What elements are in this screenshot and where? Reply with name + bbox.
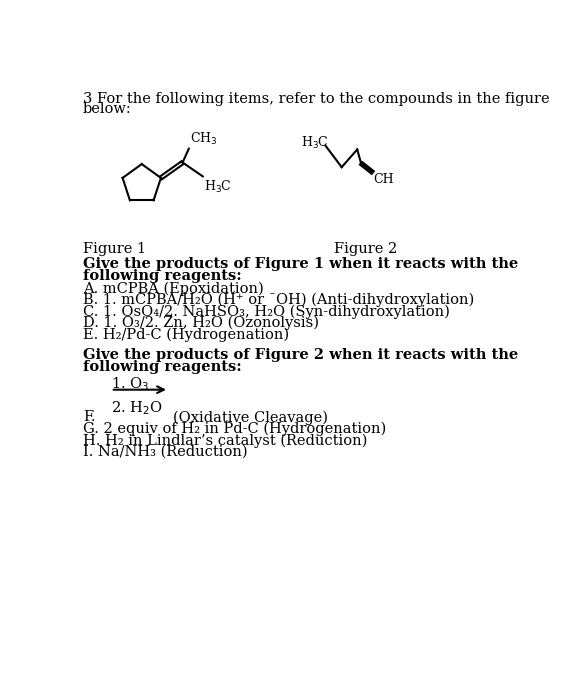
Text: E. H₂/Pd-C (Hydrogenation): E. H₂/Pd-C (Hydrogenation) — [83, 328, 289, 342]
Text: CH$_3$: CH$_3$ — [190, 131, 217, 147]
Text: Give the products of Figure 1 when it reacts with the: Give the products of Figure 1 when it re… — [83, 258, 518, 271]
Text: 3 For the following items, refer to the compounds in the figure: 3 For the following items, refer to the … — [83, 92, 550, 106]
Text: H. H₂ in Lindlar’s catalyst (Reduction): H. H₂ in Lindlar’s catalyst (Reduction) — [83, 433, 367, 448]
Text: A. mCPBA (Epoxidation): A. mCPBA (Epoxidation) — [83, 281, 264, 295]
Text: Figure 1: Figure 1 — [83, 241, 146, 255]
Text: I. Na/NH₃ (Reduction): I. Na/NH₃ (Reduction) — [83, 445, 248, 459]
Text: 1. O$_3$: 1. O$_3$ — [111, 375, 149, 393]
Text: Give the products of Figure 2 when it reacts with the: Give the products of Figure 2 when it re… — [83, 348, 518, 362]
Text: following reagents:: following reagents: — [83, 360, 241, 374]
Text: D. 1. O₃/2. Zn, H₂O (Ozonolysis): D. 1. O₃/2. Zn, H₂O (Ozonolysis) — [83, 316, 319, 330]
Text: CH: CH — [373, 174, 394, 186]
Text: C. 1. OsO₄/2. NaHSO₃, H₂O (Syn-dihydroxylation): C. 1. OsO₄/2. NaHSO₃, H₂O (Syn-dihydroxy… — [83, 304, 450, 318]
Text: 2. H$_2$O: 2. H$_2$O — [111, 399, 162, 416]
Text: below:: below: — [83, 102, 131, 116]
Text: Figure 2: Figure 2 — [334, 241, 397, 255]
Text: following reagents:: following reagents: — [83, 269, 241, 283]
Text: G. 2 equiv of H₂ in Pd-C (Hydrogenation): G. 2 equiv of H₂ in Pd-C (Hydrogenation) — [83, 422, 386, 436]
Text: H$_3$C: H$_3$C — [301, 135, 328, 151]
Text: B. 1. mCPBA/H₂O (H⁺ or ¯OH) (Anti-dihydroxylation): B. 1. mCPBA/H₂O (H⁺ or ¯OH) (Anti-dihydr… — [83, 293, 474, 307]
Text: (Oxidative Cleavage): (Oxidative Cleavage) — [173, 410, 328, 425]
Text: F.: F. — [83, 410, 96, 424]
Text: H$_3$C: H$_3$C — [204, 178, 232, 195]
